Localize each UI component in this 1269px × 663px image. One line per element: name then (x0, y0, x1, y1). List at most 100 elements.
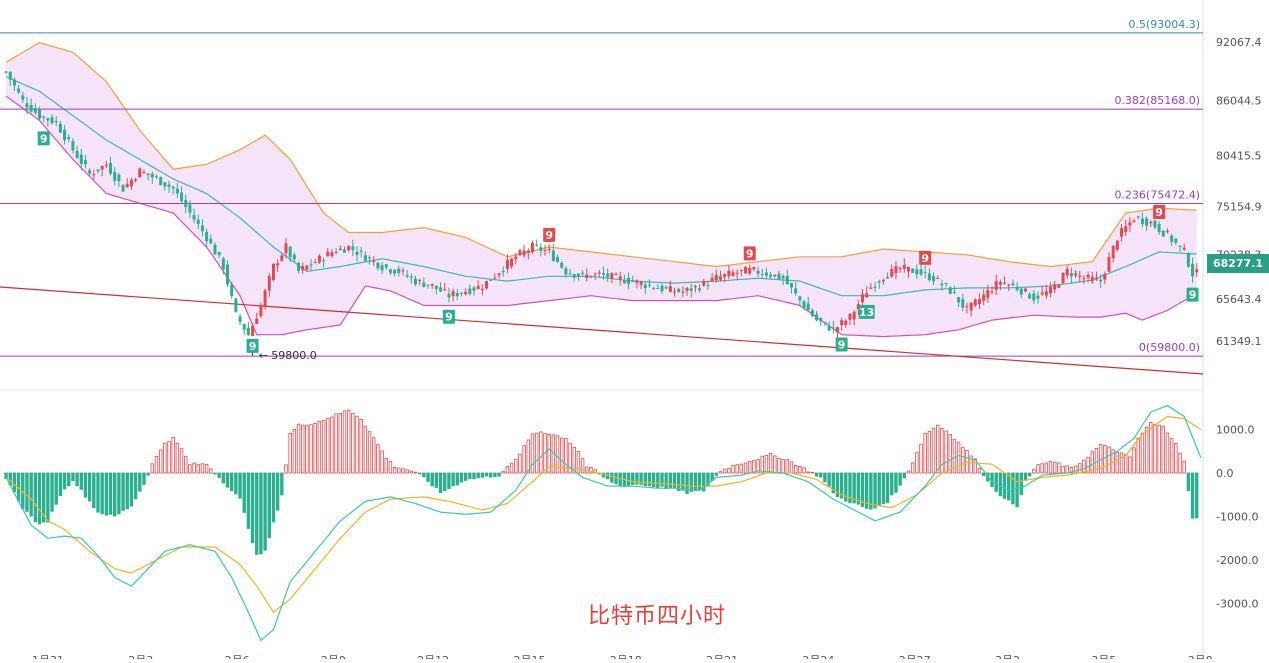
macd-bar-negative (981, 472, 986, 477)
macd-bar-negative (225, 472, 230, 488)
macd-bar-negative (631, 472, 635, 485)
candle-body (944, 283, 948, 285)
candle-body (1040, 292, 1044, 295)
macd-bar-negative (447, 472, 451, 489)
time-label-11: 3月5 (1091, 654, 1116, 659)
macd-bar-positive (372, 437, 376, 474)
time-label-6: 2月18 (610, 654, 642, 659)
macd-bar-positive (1040, 463, 1044, 474)
candle-body (831, 327, 835, 329)
candle-body (593, 273, 597, 275)
candle-body (756, 270, 760, 274)
macd-bar-positive (752, 460, 756, 474)
td-mark-badge-0 (37, 131, 50, 146)
candle-body (1195, 269, 1199, 273)
candle-body (589, 275, 593, 278)
td-mark-label-9: 9 (1189, 289, 1197, 302)
low-marker-label: ← 59800.0 (259, 349, 317, 362)
candle-body (777, 273, 781, 279)
macd-bar-negative (1027, 472, 1032, 477)
macd-bar-positive (727, 468, 731, 474)
candle-body (322, 259, 326, 261)
macd-bar-negative (885, 472, 890, 503)
candle-body (936, 277, 940, 279)
candle-body (347, 246, 351, 251)
macd-bar-positive (1048, 461, 1053, 474)
macd-bar-negative (255, 472, 259, 555)
candle-body (668, 286, 672, 292)
macd-bar-negative (438, 472, 443, 493)
macd-bar-positive (731, 465, 735, 474)
macd-bar-negative (848, 472, 852, 504)
candle-body (643, 284, 647, 289)
macd-bar-positive (305, 424, 309, 474)
candle-body (923, 271, 927, 273)
macd-bar-negative (898, 472, 902, 486)
candle-body (881, 280, 885, 282)
macd-bar-positive (798, 466, 802, 474)
candle-body (1128, 222, 1132, 226)
candle-body (647, 284, 651, 286)
candle-body (919, 269, 923, 275)
candle-body (673, 291, 677, 293)
macd-bar-negative (493, 472, 497, 477)
candle-body (861, 294, 865, 303)
macd-dea-line (5, 415, 1202, 614)
macd-bar-negative (213, 472, 217, 475)
td-mark-badge-6 (858, 304, 875, 319)
candle-body (58, 123, 62, 133)
candle-body (422, 282, 426, 288)
candle-body (397, 268, 401, 274)
candle-body (731, 272, 735, 276)
candle-body (510, 258, 514, 267)
candle-body (209, 239, 213, 244)
macd-bar-negative (639, 472, 643, 485)
macd-bar-positive (392, 467, 397, 474)
macd-bar-positive (1174, 443, 1178, 474)
candle-body (773, 274, 777, 277)
macd-bar-negative (877, 472, 881, 507)
price-tick-label-5: 65643.4 (1216, 293, 1262, 306)
macd-bar-positive (505, 466, 510, 474)
macd-bar-negative (422, 472, 426, 477)
td-mark-label-3: 9 (545, 229, 553, 242)
candle-body (338, 248, 342, 250)
macd-bar-negative (998, 472, 1003, 497)
candle-body (489, 279, 493, 281)
macd-bar-positive (781, 459, 785, 474)
candle-body (355, 251, 359, 255)
candle-body (17, 88, 21, 93)
macd-bar-positive (501, 471, 505, 474)
macd-bar-positive (572, 446, 576, 474)
candle-body (401, 270, 405, 272)
macd-bar-negative (819, 472, 823, 478)
candle-body (1120, 228, 1124, 237)
candle-body (714, 275, 718, 281)
macd-bar-negative (468, 472, 472, 479)
chart-caption: 比特币四小时 (588, 604, 727, 629)
candle-body (79, 154, 83, 164)
candle-body (585, 274, 589, 278)
macd-bar-positive (764, 455, 769, 474)
candle-body (986, 290, 990, 298)
macd-bar-negative (267, 472, 271, 538)
candle-body (280, 255, 284, 261)
macd-bar-positive (743, 462, 748, 474)
candle-body (677, 288, 681, 292)
time-label-1: 2月3 (128, 654, 153, 659)
macd-bar-negative (246, 472, 251, 529)
macd-bar-negative (238, 472, 242, 499)
candle-body (698, 288, 702, 291)
candle-body (159, 177, 163, 186)
macd-bar-negative (146, 472, 150, 476)
macd-bar-negative (79, 472, 83, 490)
macd-bar-negative (100, 472, 104, 515)
candle-body (313, 262, 317, 264)
candle-body (810, 310, 814, 316)
price-tick-label-6: 61349.1 (1216, 335, 1262, 348)
macd-bar-positive (593, 469, 597, 474)
price-tick-label-0: 92067.4 (1216, 36, 1262, 49)
time-label-12: 3月8 (1188, 654, 1213, 659)
macd-bar-negative (643, 472, 647, 486)
macd-bar-negative (271, 472, 276, 523)
